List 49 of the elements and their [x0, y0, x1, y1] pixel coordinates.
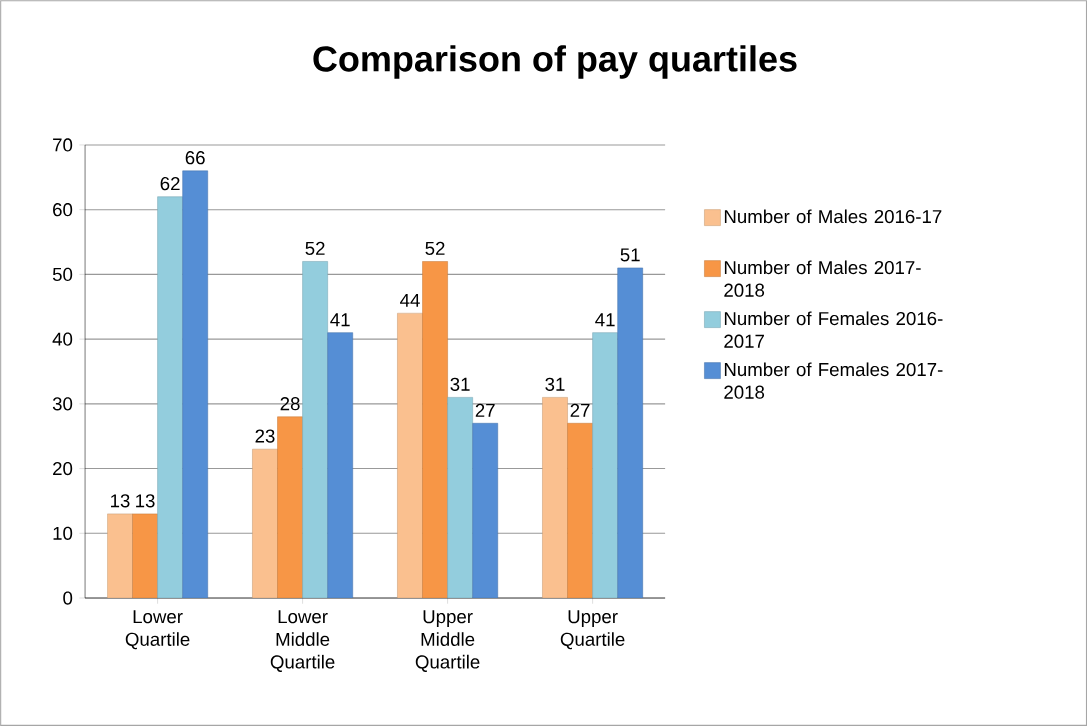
x-tick-label: Lower Quartile [125, 610, 190, 650]
bar [132, 513, 158, 599]
bar [302, 261, 328, 599]
bar [277, 416, 303, 599]
data-label: 41 [330, 313, 350, 327]
chart-title: Comparison of pay quartiles [313, 45, 797, 79]
data-label: 13 [111, 494, 130, 508]
y-tick-label: 20 [53, 461, 73, 476]
bar [472, 422, 499, 599]
legend-label: Number of Females 2016-2017 [724, 311, 943, 348]
x-tick-label: Upper Middle Quartile [415, 610, 480, 672]
data-label: 52 [305, 241, 325, 255]
data-label: 31 [545, 377, 565, 391]
x-tick-label: Upper Quartile [560, 610, 625, 650]
data-label: 28 [280, 397, 300, 411]
bar [327, 332, 353, 599]
data-label: 52 [425, 241, 445, 255]
y-tick-label: 70 [53, 138, 73, 152]
bar [252, 448, 278, 599]
y-tick-label: 40 [52, 332, 73, 346]
bar [182, 170, 208, 599]
data-label: 51 [620, 248, 640, 262]
bar [617, 267, 644, 599]
data-label: 62 [160, 176, 180, 191]
y-tick-label: 30 [52, 397, 73, 411]
y-tick-label: 50 [52, 267, 73, 281]
data-label: 13 [136, 494, 155, 508]
x-tick-label: Lower Middle Quartile [270, 610, 335, 672]
data-label: 41 [595, 313, 615, 327]
y-tick-label: 0 [63, 591, 73, 605]
bar [107, 513, 133, 599]
y-tick-label: 60 [53, 203, 73, 217]
bar [592, 332, 618, 599]
bar [397, 312, 423, 599]
legend-label: Number of Males 2016-17 [724, 209, 942, 224]
y-tick-label: 10 [53, 526, 73, 540]
bar [447, 397, 473, 599]
bar [542, 397, 568, 599]
data-label: 31 [450, 377, 470, 391]
bar [567, 422, 593, 599]
bar [422, 261, 448, 599]
legend-label: Number of Females 2017-2018 [724, 362, 943, 399]
data-label: 44 [400, 293, 420, 307]
legend-label: Number of Males 2017-2018 [724, 260, 921, 297]
bar [157, 196, 183, 599]
data-label: 66 [185, 151, 205, 165]
data-label: 27 [570, 403, 590, 417]
data-label: 23 [255, 429, 275, 443]
data-label: 27 [475, 403, 495, 417]
